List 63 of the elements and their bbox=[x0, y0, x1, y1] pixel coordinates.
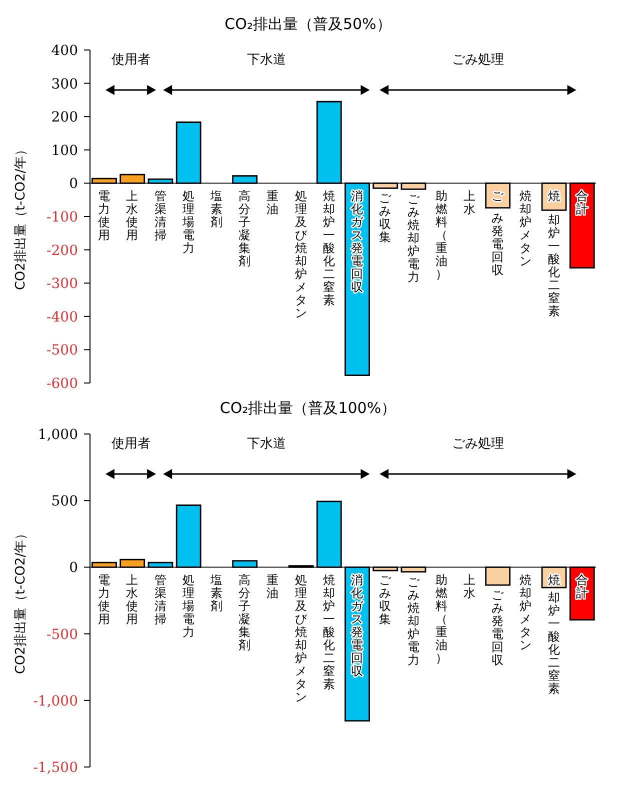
x-tick-label: 上水 bbox=[464, 189, 476, 216]
x-tick-label: 電力使用 bbox=[98, 573, 110, 626]
x-tick-label: 処理場電力 bbox=[181, 189, 194, 256]
y-tick-label: -400 bbox=[46, 309, 78, 326]
x-tick-label: 合計 bbox=[576, 189, 588, 216]
y-tick-label: -200 bbox=[46, 242, 78, 259]
chart-title: CO₂排出量（普及100%） bbox=[218, 398, 398, 419]
x-tick-label: 助燃料（重油） bbox=[435, 189, 448, 282]
y-tick-label: 400 bbox=[51, 43, 78, 59]
x-tick-label: 管渠清掃 bbox=[154, 189, 166, 242]
y-tick-label: 1,000 bbox=[38, 427, 78, 443]
x-tick-label: 助燃料（重油） bbox=[435, 573, 448, 666]
x-tick-label: 消化ガス発電回収 bbox=[351, 189, 364, 294]
x-tick-label: 上水使用 bbox=[126, 189, 138, 242]
y-tick-label: 500 bbox=[51, 494, 78, 510]
x-tick-label: 電力使用 bbox=[98, 189, 110, 242]
x-tick-label: ごみ焼却炉電力 bbox=[407, 574, 420, 667]
y-tick-label: 300 bbox=[51, 76, 78, 92]
annotation: 下水道 bbox=[246, 436, 286, 452]
y-tick-label: -300 bbox=[46, 276, 78, 292]
annotation: ごみ処理 bbox=[452, 436, 504, 452]
x-tick-label: ごみ収集 bbox=[379, 573, 392, 626]
x-tick-label: ごみ収集 bbox=[379, 191, 392, 244]
category-label: 焼却炉一酸化二窒素 bbox=[548, 573, 560, 696]
annotation: 使用者 bbox=[111, 52, 150, 68]
y-tick-label: 200 bbox=[51, 110, 78, 126]
x-tick-label: 焼却炉メタン bbox=[520, 573, 532, 652]
x-tick-label: 焼却炉メタン bbox=[520, 189, 532, 268]
x-tick-label: 高分子凝集剤 bbox=[238, 573, 251, 652]
y-tick-label: -100 bbox=[46, 210, 78, 226]
y-tick-label: 0 bbox=[69, 176, 78, 192]
y-tick-label: -600 bbox=[46, 376, 78, 392]
y-axis-title: CO2排出量（t-CO2/年） bbox=[14, 526, 29, 674]
x-tick-label: 消化ガス発電回収 bbox=[351, 573, 364, 678]
y-axis-title: CO2排出量（t-CO2/年） bbox=[14, 142, 29, 290]
y-tick-label: 100 bbox=[51, 142, 78, 159]
x-tick-label: ごみ発電回収 bbox=[492, 189, 505, 277]
annotation: 使用者 bbox=[111, 436, 150, 452]
y-tick-label: -1,500 bbox=[33, 760, 78, 776]
x-tick-label: ごみ焼却炉電力 bbox=[407, 192, 420, 284]
x-tick-label: 合計 bbox=[576, 573, 588, 600]
x-tick-label: 上水使用 bbox=[126, 573, 138, 626]
x-tick-label: 処理場電力 bbox=[181, 573, 194, 640]
x-tick-label: ごみ発電回収 bbox=[492, 588, 505, 668]
y-tick-label: -500 bbox=[46, 626, 78, 643]
y-tick-label: -500 bbox=[46, 342, 78, 359]
x-tick-label: 重油 bbox=[266, 573, 279, 600]
annotation: 下水道 bbox=[246, 52, 286, 68]
category-label: 焼却炉一酸化二窒素 bbox=[322, 573, 335, 692]
category-label: 焼却炉一酸化二窒素 bbox=[548, 189, 560, 318]
category-label: 処理及び焼却炉メタン bbox=[294, 189, 307, 320]
chart-title: CO₂排出量（普及50%） bbox=[224, 14, 392, 35]
x-tick-label: 塩素剤 bbox=[210, 573, 222, 614]
x-tick-label: 管渠清掃 bbox=[154, 573, 166, 626]
category-label: 処理及び焼却炉メタン bbox=[294, 573, 307, 704]
y-tick-label: 0 bbox=[69, 560, 78, 576]
x-tick-label: 塩素剤 bbox=[210, 189, 222, 230]
x-tick-label: 高分子凝集剤 bbox=[238, 189, 251, 268]
category-label: 焼却炉一酸化二窒素 bbox=[322, 189, 335, 308]
y-tick-label: -1,000 bbox=[33, 693, 78, 710]
annotation: ごみ処理 bbox=[452, 52, 504, 68]
x-tick-label: 重油 bbox=[266, 189, 279, 216]
x-tick-label: 上水 bbox=[464, 573, 476, 600]
